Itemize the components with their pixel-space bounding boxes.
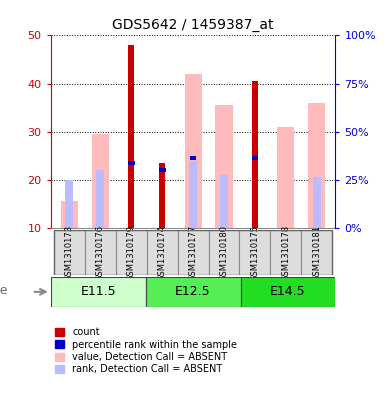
Bar: [159, 169, 165, 172]
Bar: [147, 230, 177, 275]
Bar: [145, 277, 241, 307]
Bar: [85, 230, 116, 275]
Bar: [277, 127, 294, 228]
Bar: [116, 230, 147, 275]
Legend: count, percentile rank within the sample, value, Detection Call = ABSENT, rank, : count, percentile rank within the sample…: [55, 327, 237, 375]
Bar: [209, 230, 239, 275]
Title: GDS5642 / 1459387_at: GDS5642 / 1459387_at: [112, 18, 274, 31]
Text: E12.5: E12.5: [175, 285, 211, 298]
Text: GSM1310179: GSM1310179: [127, 226, 136, 281]
Bar: [270, 230, 301, 275]
Text: GSM1310176: GSM1310176: [96, 225, 105, 281]
Bar: [92, 134, 109, 228]
Text: E11.5: E11.5: [80, 285, 116, 298]
Bar: [51, 277, 145, 307]
Text: GSM1310178: GSM1310178: [282, 225, 291, 281]
Bar: [54, 230, 85, 275]
Bar: [96, 170, 104, 228]
Bar: [190, 156, 197, 160]
Text: GSM1310180: GSM1310180: [220, 226, 229, 281]
Bar: [239, 230, 270, 275]
Bar: [128, 161, 135, 165]
Bar: [160, 163, 165, 228]
Bar: [241, 277, 335, 307]
Bar: [184, 74, 202, 228]
Bar: [252, 81, 258, 228]
Text: GSM1310177: GSM1310177: [188, 225, 198, 281]
Text: GSM1310174: GSM1310174: [158, 226, 167, 281]
Bar: [220, 175, 228, 228]
Text: GSM1310181: GSM1310181: [312, 226, 321, 281]
Bar: [189, 160, 197, 228]
Bar: [216, 105, 232, 228]
Bar: [308, 103, 325, 228]
Text: age: age: [0, 284, 8, 298]
Text: GSM1310173: GSM1310173: [65, 225, 74, 281]
Bar: [177, 230, 209, 275]
Bar: [61, 202, 78, 228]
Bar: [313, 177, 321, 228]
Bar: [66, 180, 73, 228]
Bar: [252, 156, 258, 160]
Text: E14.5: E14.5: [270, 285, 306, 298]
Bar: [301, 230, 332, 275]
Text: GSM1310175: GSM1310175: [250, 226, 259, 281]
Bar: [128, 45, 134, 228]
